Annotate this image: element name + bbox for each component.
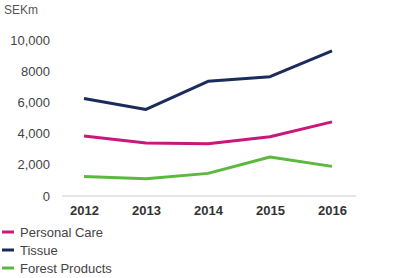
y-axis: 0 2,000 4,000 6,000 8000 10,000	[10, 33, 56, 204]
series-line	[84, 51, 332, 110]
y-tick: 0	[43, 189, 56, 204]
x-tick-label: 2014	[194, 203, 224, 218]
y-tick: 2,000	[17, 157, 56, 172]
x-axis: 2012 2013 2014 2015 2016	[70, 196, 347, 218]
x-tick-label: 2012	[70, 203, 99, 218]
legend-swatch	[2, 231, 14, 234]
series-line	[84, 122, 332, 144]
y-tick: 6,000	[17, 95, 56, 110]
legend-label: Forest Products	[20, 261, 112, 276]
y-tick-label: 2,000	[17, 157, 50, 172]
x-tick: 2012	[70, 196, 99, 218]
y-tick: 8000	[21, 64, 56, 79]
plot-area	[84, 51, 332, 179]
x-tick-label: 2015	[256, 203, 285, 218]
y-tick-label: 8000	[21, 64, 50, 79]
legend-swatch	[2, 267, 14, 270]
series-line	[84, 157, 332, 179]
y-tick-label: 10,000	[10, 33, 50, 48]
legend-label: Personal Care	[20, 225, 103, 240]
y-tick-label: 0	[43, 189, 50, 204]
x-axis-line	[62, 196, 356, 197]
legend-swatch	[2, 249, 14, 252]
legend: Personal Care Tissue Forest Products	[2, 225, 112, 276]
x-tick-label: 2013	[132, 203, 161, 218]
x-tick: 2013	[132, 196, 161, 218]
x-axis-domain	[85, 196, 333, 197]
y-tick: 4,000	[17, 126, 56, 141]
y-axis-title: SEKm	[4, 3, 38, 17]
x-tick: 2016	[318, 196, 347, 218]
y-tick: 10,000	[10, 33, 56, 48]
y-tick-label: 6,000	[17, 95, 50, 110]
x-tick: 2014	[194, 196, 224, 218]
x-tick: 2015	[256, 196, 285, 218]
legend-label: Tissue	[20, 243, 58, 258]
y-axis-line	[56, 41, 57, 197]
x-tick-label: 2016	[318, 203, 347, 218]
y-tick-label: 4,000	[17, 126, 50, 141]
chart: SEKm02,0004,0006,000800010,0002012201320…	[0, 0, 402, 278]
